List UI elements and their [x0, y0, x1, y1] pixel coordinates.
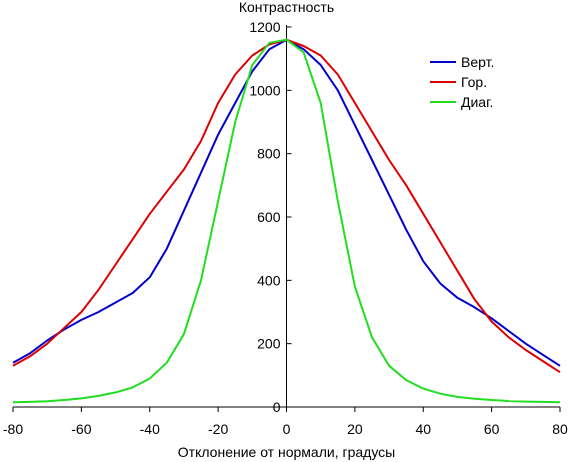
x-tick-label: 40: [415, 421, 431, 437]
y-tick-label: 1200: [249, 19, 280, 35]
legend-label: Верт.: [461, 54, 494, 70]
legend: Верт. Гор. Диаг.: [430, 54, 494, 110]
y-tick-label: 0: [273, 399, 281, 415]
x-tick-label: 0: [283, 421, 291, 437]
legend-label: Гор.: [461, 74, 487, 90]
series-lines: [12, 38, 561, 404]
x-tick-label: -40: [140, 421, 160, 437]
legend-label: Диаг.: [461, 94, 493, 110]
y-tick-label: 800: [257, 146, 281, 162]
x-tick-label: 20: [347, 421, 363, 437]
x-tick-label: 60: [484, 421, 500, 437]
x-tick-label: -80: [3, 421, 23, 437]
x-tick-label: -20: [208, 421, 228, 437]
y-tick-label: 400: [257, 272, 281, 288]
tick-labels: -80 -60 -40 -20 0 20 40 60 800200400600800100012…: [3, 19, 568, 437]
x-axis-title: Отклонение от нормали, градусы: [178, 444, 395, 460]
axes: [12, 25, 561, 412]
y-tick-label: 1000: [249, 82, 280, 98]
x-tick-label: 80: [552, 421, 568, 437]
y-axis-title: Контрастность: [239, 0, 334, 15]
x-tick-label: -60: [71, 421, 91, 437]
y-tick-label: 200: [257, 336, 281, 352]
y-tick-label: 600: [257, 209, 281, 225]
series-line: [12, 38, 561, 404]
